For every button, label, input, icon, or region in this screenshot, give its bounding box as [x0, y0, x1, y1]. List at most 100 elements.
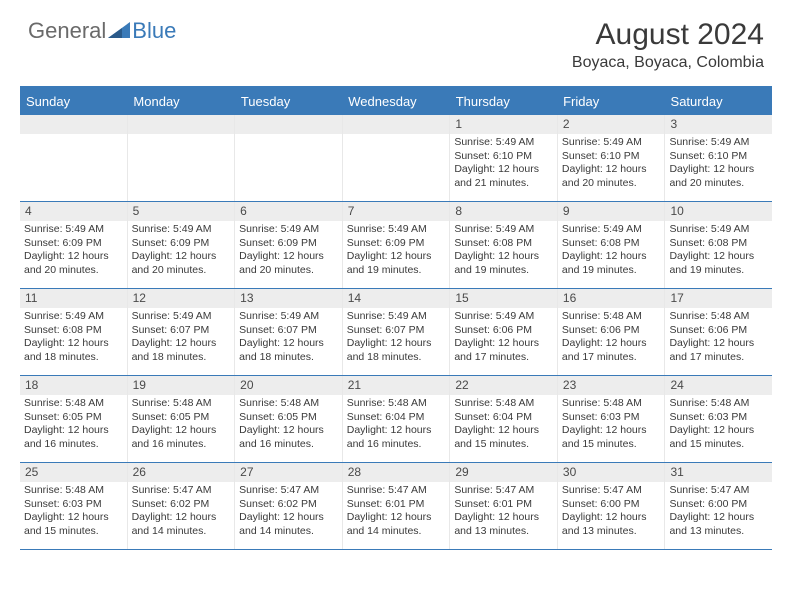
daylight-text: Daylight: 12 hours and 19 minutes.: [669, 250, 768, 277]
day-body: Sunrise: 5:49 AMSunset: 6:08 PMDaylight:…: [558, 221, 665, 281]
sunset-text: Sunset: 6:01 PM: [347, 498, 446, 511]
day-cell: 11Sunrise: 5:49 AMSunset: 6:08 PMDayligh…: [20, 289, 128, 375]
sunrise-text: Sunrise: 5:47 AM: [562, 484, 661, 497]
daylight-text: Daylight: 12 hours and 13 minutes.: [669, 511, 768, 538]
day-header-row: SundayMondayTuesdayWednesdayThursdayFrid…: [20, 88, 772, 115]
day-cell: 22Sunrise: 5:48 AMSunset: 6:04 PMDayligh…: [450, 376, 558, 462]
empty-daynum-bar: [235, 115, 342, 134]
daylight-text: Daylight: 12 hours and 14 minutes.: [347, 511, 446, 538]
sunrise-text: Sunrise: 5:47 AM: [239, 484, 338, 497]
sunrise-text: Sunrise: 5:49 AM: [132, 223, 231, 236]
sunset-text: Sunset: 6:04 PM: [454, 411, 553, 424]
sunrise-text: Sunrise: 5:47 AM: [347, 484, 446, 497]
daylight-text: Daylight: 12 hours and 13 minutes.: [562, 511, 661, 538]
sunrise-text: Sunrise: 5:48 AM: [454, 397, 553, 410]
week-row: 18Sunrise: 5:48 AMSunset: 6:05 PMDayligh…: [20, 376, 772, 463]
day-cell: 10Sunrise: 5:49 AMSunset: 6:08 PMDayligh…: [665, 202, 772, 288]
day-cell: 20Sunrise: 5:48 AMSunset: 6:05 PMDayligh…: [235, 376, 343, 462]
sunrise-text: Sunrise: 5:49 AM: [347, 310, 446, 323]
daylight-text: Daylight: 12 hours and 14 minutes.: [239, 511, 338, 538]
month-title: August 2024: [572, 18, 764, 52]
day-number: 27: [235, 463, 342, 482]
empty-daynum-bar: [20, 115, 127, 134]
day-number: 29: [450, 463, 557, 482]
sunrise-text: Sunrise: 5:49 AM: [239, 310, 338, 323]
daylight-text: Daylight: 12 hours and 18 minutes.: [24, 337, 123, 364]
day-body: Sunrise: 5:49 AMSunset: 6:09 PMDaylight:…: [343, 221, 450, 281]
sunrise-text: Sunrise: 5:47 AM: [132, 484, 231, 497]
day-body: Sunrise: 5:49 AMSunset: 6:08 PMDaylight:…: [665, 221, 772, 281]
day-cell: 25Sunrise: 5:48 AMSunset: 6:03 PMDayligh…: [20, 463, 128, 549]
logo-text-general: General: [28, 18, 106, 44]
day-cell: 12Sunrise: 5:49 AMSunset: 6:07 PMDayligh…: [128, 289, 236, 375]
daylight-text: Daylight: 12 hours and 19 minutes.: [562, 250, 661, 277]
sunrise-text: Sunrise: 5:48 AM: [669, 310, 768, 323]
daylight-text: Daylight: 12 hours and 20 minutes.: [239, 250, 338, 277]
day-header: Friday: [557, 88, 664, 115]
day-body: Sunrise: 5:49 AMSunset: 6:09 PMDaylight:…: [235, 221, 342, 281]
sunset-text: Sunset: 6:09 PM: [239, 237, 338, 250]
day-body: Sunrise: 5:48 AMSunset: 6:03 PMDaylight:…: [20, 482, 127, 542]
day-cell: [128, 115, 236, 201]
sunset-text: Sunset: 6:00 PM: [669, 498, 768, 511]
day-body: Sunrise: 5:49 AMSunset: 6:10 PMDaylight:…: [665, 134, 772, 194]
sunrise-text: Sunrise: 5:49 AM: [24, 310, 123, 323]
daylight-text: Daylight: 12 hours and 15 minutes.: [669, 424, 768, 451]
sunset-text: Sunset: 6:08 PM: [454, 237, 553, 250]
day-cell: 31Sunrise: 5:47 AMSunset: 6:00 PMDayligh…: [665, 463, 772, 549]
day-header: Saturday: [665, 88, 772, 115]
day-cell: 14Sunrise: 5:49 AMSunset: 6:07 PMDayligh…: [343, 289, 451, 375]
daylight-text: Daylight: 12 hours and 19 minutes.: [454, 250, 553, 277]
daylight-text: Daylight: 12 hours and 20 minutes.: [669, 163, 768, 190]
day-number: 7: [343, 202, 450, 221]
day-number: 21: [343, 376, 450, 395]
daylight-text: Daylight: 12 hours and 17 minutes.: [669, 337, 768, 364]
empty-daynum-bar: [128, 115, 235, 134]
week-row: 25Sunrise: 5:48 AMSunset: 6:03 PMDayligh…: [20, 463, 772, 550]
day-number: 19: [128, 376, 235, 395]
day-header: Tuesday: [235, 88, 342, 115]
sunrise-text: Sunrise: 5:48 AM: [347, 397, 446, 410]
daylight-text: Daylight: 12 hours and 14 minutes.: [132, 511, 231, 538]
sunrise-text: Sunrise: 5:49 AM: [454, 223, 553, 236]
daylight-text: Daylight: 12 hours and 16 minutes.: [24, 424, 123, 451]
day-cell: 19Sunrise: 5:48 AMSunset: 6:05 PMDayligh…: [128, 376, 236, 462]
sunset-text: Sunset: 6:08 PM: [562, 237, 661, 250]
day-body: Sunrise: 5:48 AMSunset: 6:06 PMDaylight:…: [558, 308, 665, 368]
sunrise-text: Sunrise: 5:49 AM: [669, 136, 768, 149]
day-number: 24: [665, 376, 772, 395]
day-number: 30: [558, 463, 665, 482]
day-cell: 2Sunrise: 5:49 AMSunset: 6:10 PMDaylight…: [558, 115, 666, 201]
day-number: 2: [558, 115, 665, 134]
sunrise-text: Sunrise: 5:49 AM: [562, 223, 661, 236]
day-cell: 3Sunrise: 5:49 AMSunset: 6:10 PMDaylight…: [665, 115, 772, 201]
daylight-text: Daylight: 12 hours and 18 minutes.: [132, 337, 231, 364]
day-cell: 21Sunrise: 5:48 AMSunset: 6:04 PMDayligh…: [343, 376, 451, 462]
sunset-text: Sunset: 6:04 PM: [347, 411, 446, 424]
day-number: 10: [665, 202, 772, 221]
sunset-text: Sunset: 6:07 PM: [132, 324, 231, 337]
day-body: Sunrise: 5:48 AMSunset: 6:05 PMDaylight:…: [128, 395, 235, 455]
sunrise-text: Sunrise: 5:49 AM: [562, 136, 661, 149]
daylight-text: Daylight: 12 hours and 15 minutes.: [24, 511, 123, 538]
day-cell: 1Sunrise: 5:49 AMSunset: 6:10 PMDaylight…: [450, 115, 558, 201]
sunrise-text: Sunrise: 5:48 AM: [24, 484, 123, 497]
sunset-text: Sunset: 6:07 PM: [239, 324, 338, 337]
day-body: Sunrise: 5:49 AMSunset: 6:09 PMDaylight:…: [128, 221, 235, 281]
header: General Blue August 2024 Boyaca, Boyaca,…: [0, 0, 792, 80]
sunrise-text: Sunrise: 5:48 AM: [24, 397, 123, 410]
day-number: 15: [450, 289, 557, 308]
sunset-text: Sunset: 6:05 PM: [239, 411, 338, 424]
sunrise-text: Sunrise: 5:49 AM: [24, 223, 123, 236]
sunrise-text: Sunrise: 5:47 AM: [454, 484, 553, 497]
day-body: Sunrise: 5:48 AMSunset: 6:04 PMDaylight:…: [450, 395, 557, 455]
week-row: 4Sunrise: 5:49 AMSunset: 6:09 PMDaylight…: [20, 202, 772, 289]
day-header: Thursday: [450, 88, 557, 115]
logo: General Blue: [28, 18, 176, 44]
sunset-text: Sunset: 6:09 PM: [24, 237, 123, 250]
daylight-text: Daylight: 12 hours and 15 minutes.: [562, 424, 661, 451]
day-body: Sunrise: 5:49 AMSunset: 6:08 PMDaylight:…: [20, 308, 127, 368]
day-number: 16: [558, 289, 665, 308]
day-body: Sunrise: 5:48 AMSunset: 6:04 PMDaylight:…: [343, 395, 450, 455]
day-body: Sunrise: 5:49 AMSunset: 6:07 PMDaylight:…: [235, 308, 342, 368]
